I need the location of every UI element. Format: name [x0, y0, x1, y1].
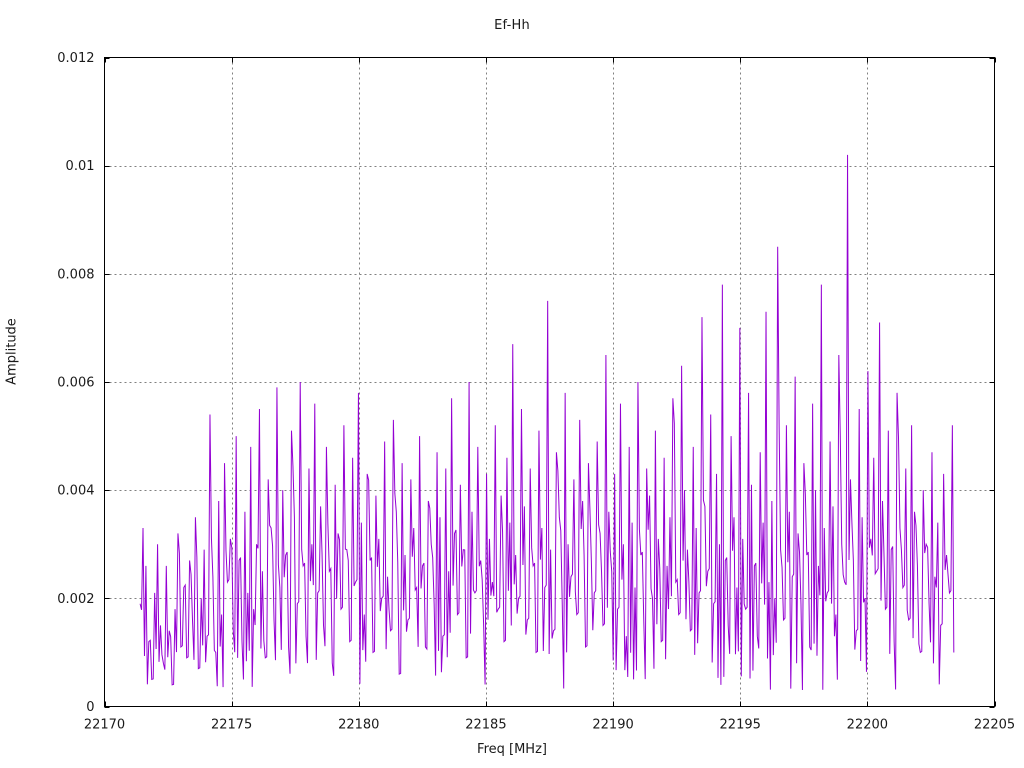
x-tick-label: 22185: [465, 718, 506, 733]
x-axis-label: Freq [MHz]: [477, 742, 547, 757]
y-tick-label: 0.008: [57, 267, 94, 282]
x-tick-label: 22200: [847, 718, 888, 733]
y-tick-label: 0.006: [57, 376, 94, 391]
plot-frame: [104, 57, 995, 707]
plot-border: [104, 57, 995, 707]
y-tick-labels: 0 0.002 0.004 0.006 0.008 0.01 0.012: [57, 51, 94, 715]
x-tick-label: 22190: [592, 718, 633, 733]
x-tick-label: 22195: [720, 718, 761, 733]
y-tick-label: 0.012: [57, 51, 94, 66]
chart-title: Ef-Hh: [494, 18, 530, 33]
data-series-line: [139, 154, 955, 690]
y-tick-label: 0: [86, 700, 94, 715]
y-tick-label: 0.004: [57, 484, 94, 499]
x-tick-label: 22205: [974, 718, 1015, 733]
x-tick-labels: 22170 22175 22180 22185 22190 22195 22200 22205: [84, 718, 1015, 733]
y-tick-label: 0.002: [57, 592, 94, 607]
x-tick-label: 22180: [338, 718, 379, 733]
x-tick-label: 22170: [84, 718, 125, 733]
x-tick-label: 22175: [211, 718, 252, 733]
y-tick-label: 0.01: [66, 159, 95, 174]
axis-ticks: [104, 57, 996, 708]
data-series-layer: [139, 154, 955, 690]
